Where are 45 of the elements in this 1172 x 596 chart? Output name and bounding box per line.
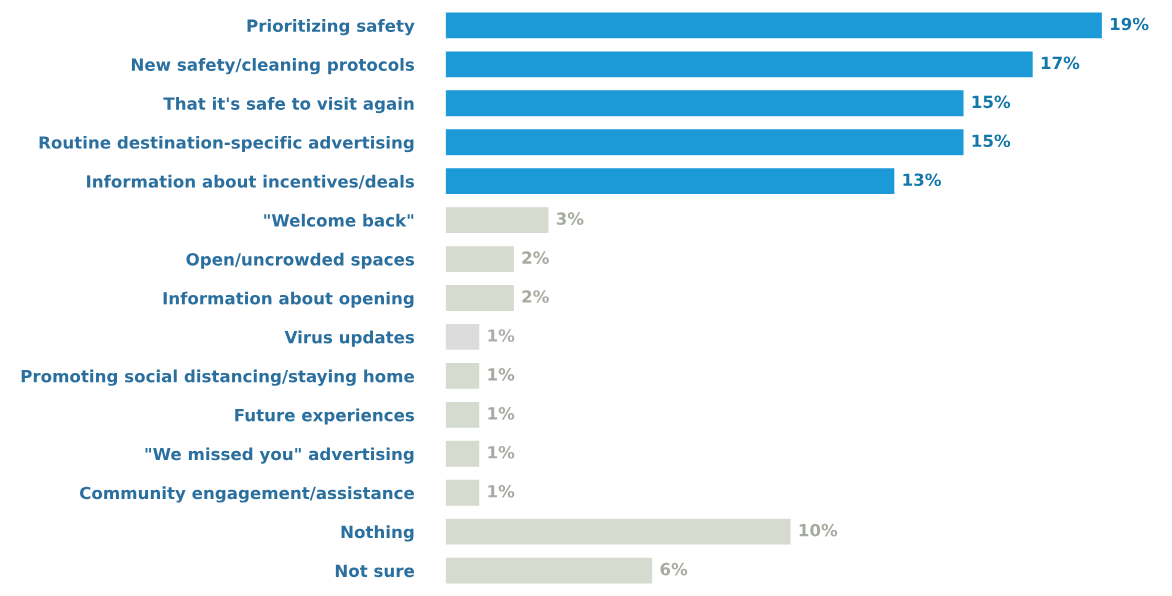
y-tick-label: "We missed you" advertising [145,447,414,464]
bar [445,478,481,508]
y-tick-label: That it's safe to visit again [163,96,414,114]
data-label: 2% [522,251,549,264]
y-tick-label: Future experiences [235,408,415,425]
y-tick-label: Nothing [341,525,414,542]
bar [445,556,654,585]
data-label: 19% [1111,17,1149,31]
bar [445,205,550,235]
y-tick-label: "Welcome back" [264,213,414,227]
bar [445,88,965,118]
data-label: 10% [799,523,838,537]
data-label: 1% [488,329,515,342]
y-tick-label: Information about opening [163,291,414,308]
data-label: 1% [488,368,515,381]
bar [445,244,516,274]
bar [445,322,481,352]
data-label: 1% [488,407,515,420]
y-tick-label: Prioritizing safety [247,19,415,36]
data-label: 1% [488,484,515,498]
y-tick-label: Community engagement/assistance [79,486,414,503]
data-label: 2% [522,290,549,303]
bar [445,400,481,430]
y-tick-label: Not sure [335,564,414,578]
data-label: 1% [488,445,515,459]
data-label: 17% [1041,56,1080,70]
y-tick-label: New safety/cleaning protocols [131,58,415,75]
bar [445,517,792,546]
bar [445,439,481,469]
bar [445,166,896,196]
bar [445,11,1104,40]
y-tick-label: Open/uncrowded spaces [186,252,415,269]
y-tick-label: Information about incentives/deals [87,174,415,190]
data-label: 13% [903,173,941,187]
data-label: 15% [972,95,1011,109]
data-label: 6% [660,562,688,576]
y-tick-label: Promoting social distancing/staying home [21,369,414,386]
bar [445,361,481,391]
bar [445,50,1035,79]
data-label: 3% [556,212,584,225]
y-tick-label: Virus updates [284,330,415,347]
bar [445,127,965,157]
data-label: 15% [972,134,1011,148]
bar [445,283,516,313]
y-tick-label: Routine destination-specific advertising [39,135,414,153]
